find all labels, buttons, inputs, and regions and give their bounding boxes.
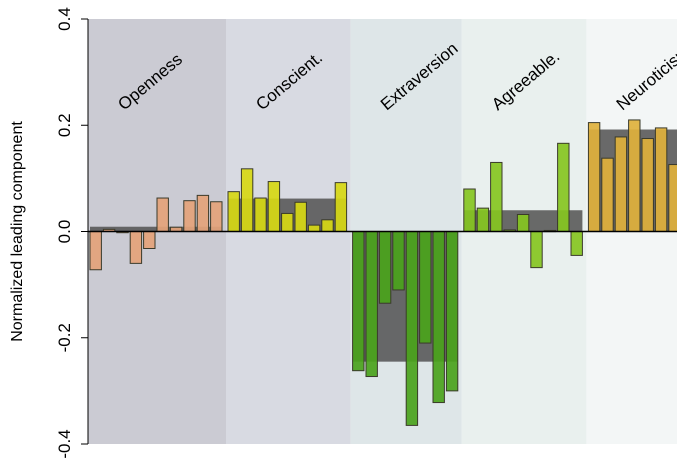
- value-bar: [365, 231, 378, 378]
- value-bar: [210, 201, 223, 232]
- value-bar: [490, 161, 503, 232]
- value-bar: [334, 182, 348, 232]
- value-bar: [668, 164, 677, 232]
- value-bar: [352, 231, 365, 372]
- y-axis: -0.4 -0.2 0.0 0.2 0.4: [55, 7, 677, 459]
- value-bar: [378, 231, 392, 304]
- value-bar: [628, 119, 641, 232]
- value-bar: [516, 214, 530, 232]
- y-tick-label: 0.0: [55, 220, 74, 244]
- value-bar: [129, 231, 143, 264]
- value-bar: [601, 157, 614, 232]
- value-bar: [587, 122, 601, 232]
- value-bar: [405, 231, 419, 426]
- value-bar: [476, 207, 490, 232]
- value-bar: [227, 191, 240, 232]
- y-axis-label: Normalized leading component: [9, 121, 26, 342]
- value-bar: [294, 201, 307, 232]
- value-bar: [432, 231, 445, 404]
- value-bar: [392, 231, 405, 291]
- value-bar: [463, 188, 476, 232]
- y-tick-label: 0.2: [55, 113, 74, 137]
- value-bar: [156, 197, 169, 232]
- value-bar: [641, 138, 654, 232]
- value-bar: [254, 197, 267, 232]
- value-bar: [183, 200, 196, 232]
- y-tick-label: -0.2: [55, 323, 74, 352]
- value-bar: [321, 219, 334, 232]
- value-bar: [419, 231, 432, 344]
- value-bar: [267, 181, 281, 232]
- value-bar: [570, 231, 583, 256]
- value-bars: [89, 119, 677, 426]
- value-bar: [240, 168, 254, 232]
- value-bar: [557, 142, 570, 232]
- value-bar: [143, 231, 156, 249]
- value-bar: [89, 231, 102, 271]
- value-bar: [530, 231, 543, 269]
- value-bar: [281, 212, 294, 232]
- value-bar: [445, 231, 459, 392]
- y-tick-label: 0.4: [55, 7, 74, 31]
- value-bar: [654, 127, 668, 232]
- y-tick-label: -0.4: [55, 429, 74, 458]
- value-bar: [307, 224, 321, 232]
- group-mean-bar: [90, 226, 222, 232]
- value-bar: [196, 194, 210, 232]
- value-bar: [614, 136, 628, 232]
